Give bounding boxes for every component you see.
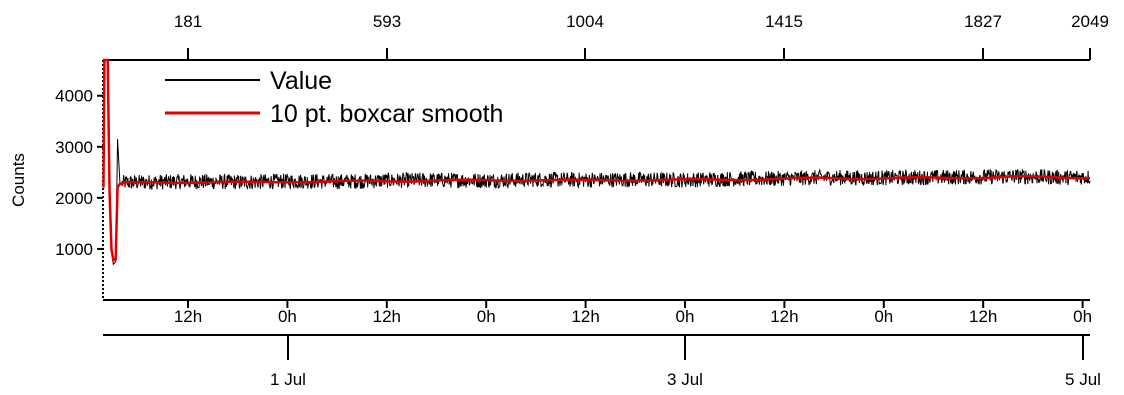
series-smooth [102,58,1091,262]
legend: Value 10 pt. boxcar smooth [165,67,503,128]
hour-tick-label: 12h [969,307,997,326]
legend-label-smooth: 10 pt. boxcar smooth [270,100,503,128]
hour-tick-label: 12h [174,307,202,326]
hour-tick-label: 0h [1073,307,1092,326]
y-axis-title: Counts [9,153,28,207]
day-tick-label: 3 Jul [667,370,703,389]
smooth-line [102,58,1091,262]
top-tick-label: 1004 [566,12,604,31]
top-tick-label: 1827 [964,12,1002,31]
hour-tick-label: 12h [373,307,401,326]
y-tick-label: 4000 [55,87,93,106]
top-tick-label: 181 [174,12,202,31]
hour-tick-label: 0h [874,307,893,326]
day-tick-label: 1 Jul [270,370,306,389]
series-value [102,59,1091,266]
hour-tick-label: 0h [477,307,496,326]
hour-axis-ticks: 12h 0h 12h 0h 12h 0h 12h 0h 12h 0h [174,300,1092,326]
day-axis-ticks: 1 Jul 3 Jul 5 Jul [270,335,1101,389]
hour-tick-label: 12h [571,307,599,326]
y-tick-label: 2000 [55,189,93,208]
y-tick-label: 1000 [55,240,93,259]
top-tick-label: 593 [373,12,401,31]
day-tick-label: 5 Jul [1065,370,1101,389]
top-tick-label: 1415 [765,12,803,31]
legend-label-value: Value [270,67,332,95]
top-tick-label: 2049 [1071,12,1109,31]
top-axis-ticks: 181 593 1004 1415 1827 2049 [174,12,1109,60]
value-line [102,59,1091,266]
hour-tick-label: 12h [770,307,798,326]
hour-tick-label: 0h [676,307,695,326]
y-tick-label: 3000 [55,138,93,157]
y-axis-ticks: 1000 2000 3000 4000 [55,87,103,259]
hour-tick-label: 0h [278,307,297,326]
